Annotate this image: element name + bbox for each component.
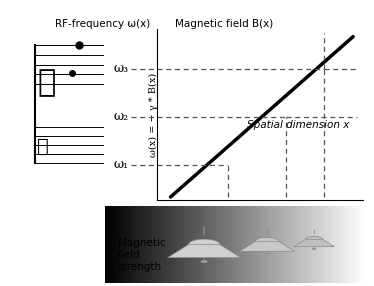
- Polygon shape: [239, 241, 294, 251]
- Ellipse shape: [264, 253, 270, 255]
- Text: 𝄞: 𝄞: [37, 68, 55, 97]
- Text: Magnetic field B(x): Magnetic field B(x): [175, 19, 273, 29]
- Ellipse shape: [312, 248, 316, 249]
- Text: x₃: x₃: [319, 210, 330, 220]
- Ellipse shape: [201, 260, 208, 263]
- Polygon shape: [294, 239, 334, 247]
- Text: ω₁: ω₁: [113, 158, 128, 171]
- Text: ω₂: ω₂: [113, 110, 128, 123]
- Text: ω₃: ω₃: [113, 62, 128, 75]
- Text: Magnetic
field
strength: Magnetic field strength: [118, 238, 166, 271]
- Text: RF-frequency ω(x): RF-frequency ω(x): [55, 19, 150, 29]
- Text: x₂: x₂: [280, 210, 291, 220]
- Text: 𝄢: 𝄢: [37, 137, 49, 156]
- Polygon shape: [168, 245, 241, 258]
- Ellipse shape: [306, 237, 323, 243]
- Text: x₁: x₁: [223, 210, 233, 220]
- Ellipse shape: [255, 237, 279, 245]
- Ellipse shape: [188, 239, 220, 250]
- Text: ω(x) = − γ * B(x): ω(x) = − γ * B(x): [149, 72, 158, 156]
- Text: Spatial dimension x: Spatial dimension x: [247, 120, 349, 130]
